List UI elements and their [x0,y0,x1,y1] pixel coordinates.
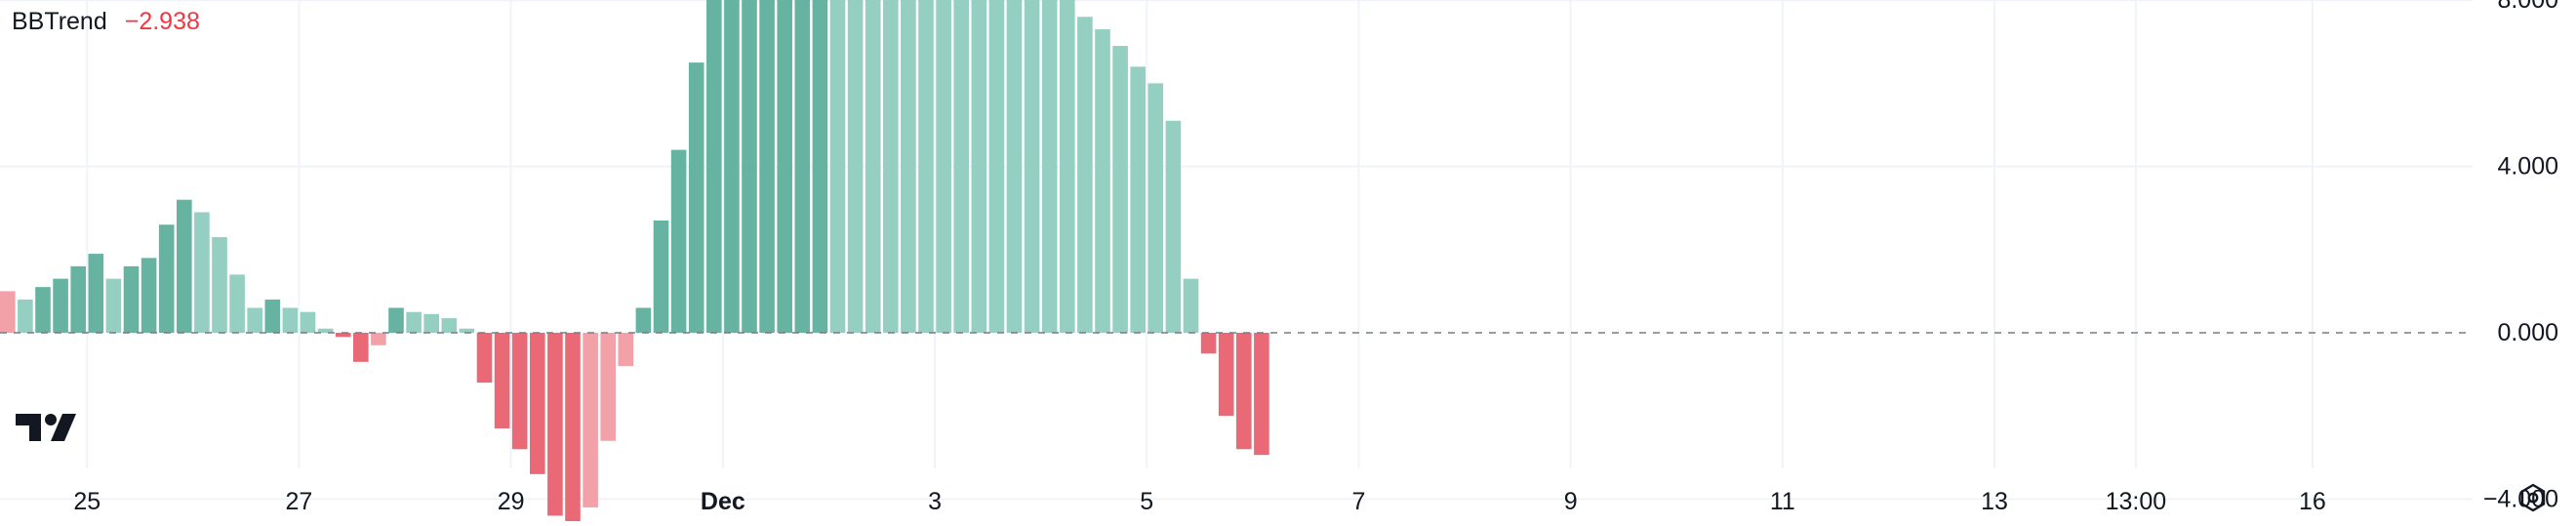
histogram-bar [583,333,598,507]
histogram-bar [653,220,669,333]
histogram-bar [494,333,510,428]
y-tick-label: 0.000 [2497,319,2558,346]
histogram-bar [953,0,969,333]
histogram-bar [264,299,281,333]
histogram-bar [918,0,934,334]
x-tick-label: 7 [1351,488,1365,515]
histogram-bar [1095,29,1110,334]
histogram-bar [530,333,545,474]
histogram-bar [177,199,192,333]
time-axis[interactable]: 25 27 29 Dec 3 5 7 9 11 13 13:00 16 [73,488,2325,515]
histogram-bar [141,258,157,333]
histogram-bar [1024,0,1040,333]
histogram-bar [212,237,227,333]
histogram-bar [1112,46,1128,334]
x-tick-label: 29 [498,488,525,515]
histogram-bar [865,0,881,333]
histogram-bar [229,274,245,333]
histogram-bar [353,333,369,362]
histogram-bar [936,0,951,333]
histogram-bar [742,0,757,334]
histogram-bar [1041,0,1058,334]
histogram-bar [829,0,846,333]
histogram-bar [371,333,386,345]
y-tick-label: 8.000 [2497,0,2558,14]
histogram-bar [1218,333,1234,417]
histogram-bar [688,62,704,333]
histogram-bar [35,287,51,333]
indicator-name[interactable]: BBTrend [12,8,107,35]
histogram-bar [423,313,439,333]
histogram-bar [158,224,175,333]
histogram-bar [812,0,828,334]
histogram-bar [724,0,740,333]
x-tick-label: 13:00 [2106,488,2167,515]
histogram-bar [317,328,334,333]
histogram-bar [53,278,68,333]
y-tick-label: −4.000 [2483,485,2558,512]
x-tick-label: 9 [1564,488,1578,515]
histogram-bar [794,0,811,333]
x-tick-label: 3 [928,488,942,515]
histogram-bar [901,0,916,333]
histogram-bar [511,333,528,450]
histogram-bar [476,333,493,384]
histogram-bar [1006,0,1023,334]
histogram-bar [1165,120,1182,334]
histogram-bar [883,0,899,334]
histogram-bar [547,333,563,516]
histogram-bar [1200,333,1217,354]
histogram-bar [1183,278,1199,333]
histogram-bar [706,0,722,333]
grid-lines [0,0,2473,501]
histogram-bar [406,311,422,333]
histogram-bar [335,333,351,338]
histogram-bar [0,291,16,333]
x-tick-label: 27 [286,488,313,515]
histogram-bar [618,333,634,367]
histogram-bar [1236,333,1252,450]
histogram-bar [88,254,104,333]
x-tick-label: 11 [1770,488,1795,515]
histogram-bar [1130,66,1146,334]
histogram-bar [971,0,987,333]
histogram-bar [194,212,210,333]
histogram-bar [388,307,404,333]
histogram-bar [123,265,140,333]
histogram-bar [70,265,86,333]
histogram-bar [777,0,792,334]
histogram-bar [600,333,616,441]
histogram-bar [459,328,475,333]
histogram-bar [635,307,652,333]
histogram-bar [441,318,458,333]
x-tick-label: Dec [701,488,745,515]
y-tick-label: 4.000 [2497,153,2558,181]
x-tick-label: 25 [73,488,101,515]
histogram-bar [759,0,775,334]
x-tick-label: 13 [1981,488,2008,515]
histogram-bar [847,0,864,333]
histogram-bar [18,299,33,333]
histogram-bar [105,278,122,333]
histogram-bar [282,307,299,333]
histogram-bar [1060,0,1075,334]
settings-icon[interactable] [2517,482,2549,513]
x-tick-label: 16 [2299,488,2326,515]
histogram-bar [670,149,687,333]
x-tick-label: 5 [1140,488,1153,515]
histogram-bar [988,0,1005,333]
histogram-bar [300,311,316,333]
indicator-legend[interactable]: BBTrend −2.938 [12,8,200,36]
tradingview-logo-icon[interactable] [16,414,76,443]
histogram-bar [247,307,262,333]
indicator-value: −2.938 [124,8,200,35]
histogram-bars [0,0,1269,526]
histogram-bar [1077,17,1093,334]
histogram-bar [1147,83,1164,334]
histogram-bar [565,333,581,526]
histogram-bar [1254,333,1269,456]
